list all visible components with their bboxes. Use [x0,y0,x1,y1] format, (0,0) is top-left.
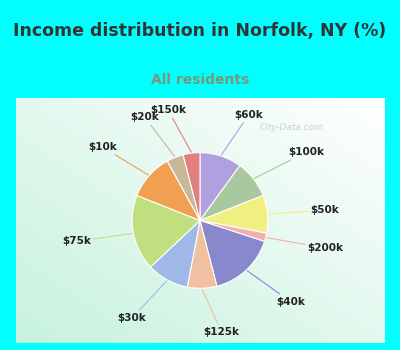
Wedge shape [187,220,217,288]
Text: $40k: $40k [247,271,305,307]
Text: $20k: $20k [130,112,175,156]
Text: $100k: $100k [254,147,324,178]
Wedge shape [200,166,263,220]
Text: All residents: All residents [151,74,249,88]
Wedge shape [137,161,200,220]
Wedge shape [150,220,200,287]
Text: $125k: $125k [202,289,240,337]
Wedge shape [183,153,200,220]
Text: City-Data.com: City-Data.com [260,123,324,132]
Wedge shape [200,220,267,241]
Wedge shape [200,220,264,286]
Text: $150k: $150k [150,105,191,152]
Text: $50k: $50k [268,205,340,215]
Text: Income distribution in Norfolk, NY (%): Income distribution in Norfolk, NY (%) [13,22,387,40]
Text: $30k: $30k [118,281,167,323]
Wedge shape [132,196,200,267]
Wedge shape [200,196,268,233]
Wedge shape [167,155,200,220]
Text: $75k: $75k [62,233,132,246]
Text: $200k: $200k [267,238,344,253]
Wedge shape [200,153,240,220]
Text: $10k: $10k [88,142,148,175]
Text: $60k: $60k [221,110,263,155]
